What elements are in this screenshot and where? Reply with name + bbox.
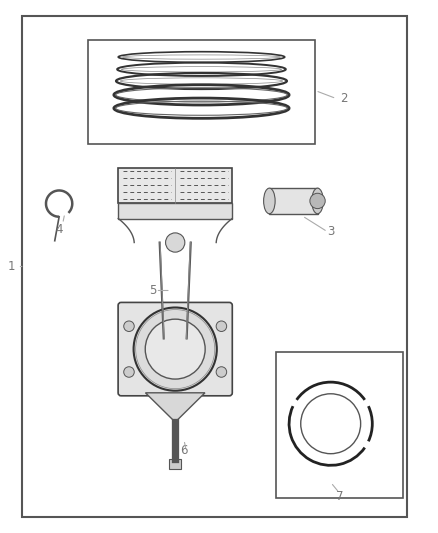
Text: 2: 2 (340, 92, 348, 105)
Bar (276, 352, 403, 498)
Bar (22, 16, 407, 517)
Text: 4: 4 (55, 223, 63, 236)
Text: 7: 7 (336, 490, 343, 503)
Circle shape (216, 367, 227, 377)
Circle shape (166, 233, 185, 252)
Bar (88, 40, 315, 144)
Bar (269, 188, 318, 214)
Bar (118, 168, 232, 203)
Text: 5: 5 (150, 284, 157, 297)
Polygon shape (145, 393, 205, 422)
FancyBboxPatch shape (118, 302, 232, 396)
Circle shape (216, 321, 227, 332)
Circle shape (134, 308, 217, 391)
Text: 3: 3 (327, 225, 334, 238)
Circle shape (124, 367, 134, 377)
Bar (118, 203, 232, 219)
Circle shape (145, 319, 205, 379)
Text: 1: 1 (7, 260, 15, 273)
Ellipse shape (312, 188, 323, 214)
Ellipse shape (264, 188, 275, 214)
Circle shape (124, 321, 134, 332)
Text: 6: 6 (180, 444, 188, 457)
Bar (169, 459, 181, 469)
Circle shape (310, 193, 325, 208)
